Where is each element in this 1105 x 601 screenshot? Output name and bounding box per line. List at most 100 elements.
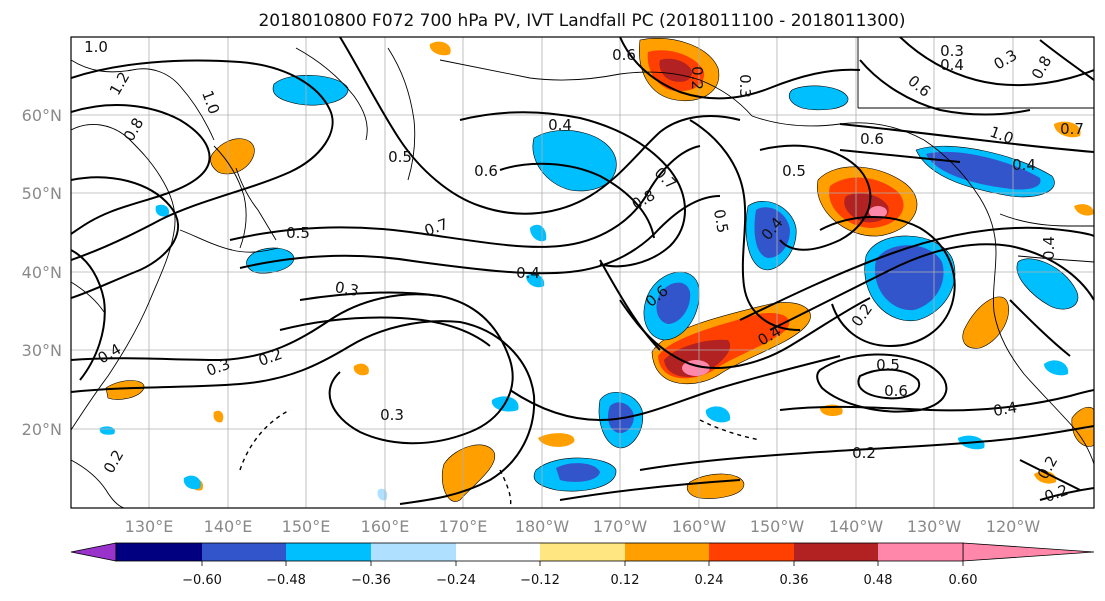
colorbar-tick-labels: −0.60 −0.48 −0.36 −0.24 −0.12 0.12 0.24 … bbox=[182, 573, 977, 588]
negative-anomaly-160w-35n-core bbox=[656, 282, 691, 324]
contour-label: 0.2 bbox=[852, 444, 876, 462]
colorbar-segment bbox=[456, 543, 540, 561]
colorbar-frame bbox=[115, 542, 964, 562]
positive-anomaly-japan bbox=[210, 138, 255, 175]
lon-label: 130°W bbox=[907, 517, 962, 536]
contour-label: 0.5 bbox=[286, 224, 310, 242]
colorbar-segment bbox=[202, 543, 286, 561]
colorbar-segment bbox=[709, 543, 794, 561]
positive-anomaly-small-6 bbox=[1074, 204, 1094, 216]
positive-anomaly-southeast-edge bbox=[1071, 406, 1094, 447]
contour-label: 0.6 bbox=[860, 130, 884, 148]
lon-label: 130°E bbox=[125, 517, 174, 536]
negative-anomaly-alaska bbox=[789, 85, 849, 111]
colorbar-ticks bbox=[201, 561, 964, 566]
positive-anomaly-south-pacific-a bbox=[441, 444, 496, 502]
contour-label: 0.5 bbox=[782, 162, 806, 180]
lat-label: 40°N bbox=[22, 263, 62, 282]
contour-label: 0.4 bbox=[1012, 156, 1036, 174]
figure-title: 2018010800 F072 700 hPa PV, IVT Landfall… bbox=[258, 11, 905, 31]
contour-label: 0.2 bbox=[688, 66, 706, 90]
contour-label: 0.5 bbox=[388, 148, 412, 166]
positive-anomaly-east-coast bbox=[962, 296, 1009, 349]
lat-label: 30°N bbox=[22, 341, 62, 360]
contour-label: 0.4 bbox=[516, 264, 540, 282]
negative-anomaly-small-g bbox=[183, 475, 201, 490]
lon-label: 150°E bbox=[282, 517, 331, 536]
negative-anomaly-small-i bbox=[155, 204, 170, 217]
colorbar-tick-label: −0.36 bbox=[351, 573, 391, 588]
negative-anomaly-japan-east bbox=[246, 247, 295, 274]
colorbar-segment bbox=[116, 543, 202, 561]
coastlines bbox=[71, 37, 1094, 508]
colorbar: −0.60 −0.48 −0.36 −0.24 −0.12 0.12 0.24 … bbox=[70, 542, 1095, 588]
lat-label: 60°N bbox=[22, 106, 62, 125]
positive-anomaly-small-5 bbox=[1054, 121, 1081, 138]
contour-label: 0.4 bbox=[548, 116, 572, 134]
map-frame bbox=[70, 36, 1095, 509]
positive-anomaly-small-1 bbox=[429, 41, 451, 56]
negative-anomaly-tropics-a-core bbox=[556, 463, 600, 482]
graticule bbox=[71, 37, 1094, 508]
longitude-labels: 130°E 140°E 150°E 160°E 170°E 180°W 170°… bbox=[125, 517, 1041, 536]
colorbar-extend-low bbox=[70, 542, 117, 562]
negative-anomaly-small-b bbox=[705, 406, 731, 423]
contour-label: 0.3 bbox=[940, 42, 964, 60]
contour-label: 0.6 bbox=[884, 382, 908, 400]
contour-label: 0.4 bbox=[1040, 236, 1058, 260]
contour-label: 0.6 bbox=[612, 46, 636, 64]
colorbar-segment bbox=[540, 543, 625, 561]
lon-label: 170°E bbox=[439, 517, 488, 536]
pv-contours bbox=[71, 37, 1094, 505]
lon-label: 170°W bbox=[593, 517, 648, 536]
lon-label: 180°W bbox=[515, 517, 570, 536]
negative-anomaly-east-pacific-40n-core bbox=[874, 245, 944, 311]
lon-label: 140°E bbox=[204, 517, 253, 536]
lon-label: 140°W bbox=[829, 517, 884, 536]
contour-label: 1.0 bbox=[84, 38, 108, 56]
positive-anomaly-small-8 bbox=[213, 410, 224, 423]
lon-label: 150°W bbox=[750, 517, 805, 536]
contour-label: 0.6 bbox=[474, 162, 498, 180]
positive-anomaly-gulf-of-alaska-inner bbox=[659, 58, 692, 82]
positive-anomaly-subtropical-band-inner bbox=[664, 339, 731, 378]
contour-label: 0.7 bbox=[1060, 120, 1084, 138]
colorbar-segment bbox=[371, 543, 456, 561]
contour-label: 0.5 bbox=[876, 356, 900, 374]
latitude-labels: 60°N 50°N 40°N 30°N 20°N bbox=[22, 106, 62, 439]
contour-label: 0.5 bbox=[710, 208, 732, 235]
colorbar-tick-label: 0.36 bbox=[780, 573, 809, 588]
lon-label: 160°W bbox=[672, 517, 727, 536]
negative-anomaly-coast-south bbox=[1016, 258, 1079, 310]
positive-anomaly-northeast-pacific-peak bbox=[869, 206, 887, 218]
shaded-pv-anomalies bbox=[99, 38, 1094, 502]
colorbar-segment bbox=[794, 543, 878, 561]
colorbar-tick-label: −0.60 bbox=[182, 573, 222, 588]
colorbar-tick-label: −0.24 bbox=[436, 573, 476, 588]
negative-anomaly-kamchatka bbox=[272, 75, 349, 106]
negative-anomaly-mid-pacific-core bbox=[754, 207, 790, 258]
negative-anomaly-small-h bbox=[99, 426, 115, 435]
contour-label: 0.4 bbox=[940, 56, 964, 74]
contour-label: 0.4 bbox=[992, 398, 1019, 420]
dashed-contours bbox=[239, 409, 761, 508]
contour-label: 0.3 bbox=[736, 74, 754, 98]
colorbar-tick-label: 0.12 bbox=[611, 573, 640, 588]
colorbar-segment bbox=[878, 543, 963, 561]
colorbar-tick-label: 0.48 bbox=[864, 573, 893, 588]
colorbar-tick-label: −0.48 bbox=[266, 573, 306, 588]
colorbar-segment bbox=[286, 543, 371, 561]
colorbar-tick-label: 0.24 bbox=[695, 573, 724, 588]
positive-anomaly-small-2 bbox=[538, 433, 575, 447]
map-panel: 1.0 1.2 0.8 1.0 0.5 0.4 0.6 0.7 0.8 0.5 … bbox=[70, 36, 1095, 509]
lon-label: 120°W bbox=[986, 517, 1041, 536]
lat-label: 20°N bbox=[22, 420, 62, 439]
lon-label: 160°E bbox=[361, 517, 410, 536]
contour-label: 0.3 bbox=[334, 278, 361, 300]
colorbar-segment bbox=[625, 543, 709, 561]
negative-anomaly-small-e bbox=[526, 273, 545, 288]
lat-label: 50°N bbox=[22, 184, 62, 203]
colorbar-tick-label: 0.60 bbox=[949, 573, 978, 588]
negative-anomaly-small-f bbox=[1044, 360, 1069, 376]
